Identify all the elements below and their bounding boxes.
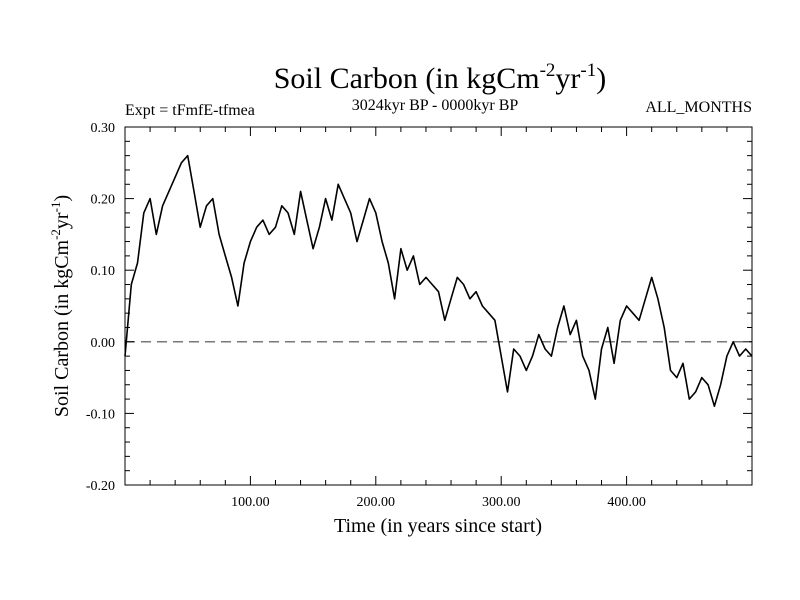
title-end: ) [596, 62, 606, 95]
y-tick-label: 0.30 [91, 121, 116, 136]
y-tick-label: 0.10 [91, 264, 116, 279]
ylabel-sup2: -1 [48, 202, 63, 213]
x-tick-label: 200.00 [357, 495, 396, 510]
ylabel-mid: yr [51, 212, 73, 229]
x-tick-label: 400.00 [607, 495, 646, 510]
ylabel-end: ) [51, 195, 73, 202]
y-tick-label: -0.20 [86, 479, 115, 494]
title-sup1: -2 [540, 60, 556, 81]
y-axis-label: Soil Carbon (in kgCm-2yr-1) [48, 195, 73, 417]
x-tick-label: 300.00 [482, 495, 521, 510]
axis-ticks: 100.00 200.00 300.00 400.00 -0.20 -0.10 0.00 0.… [86, 121, 752, 510]
series-line-soil-carbon [124, 154, 753, 408]
x-axis-label: Time (in years since start) [334, 515, 542, 537]
title-sup2: -1 [580, 60, 596, 81]
subtitle-left: Expt = tFmfE-tfmea [125, 102, 255, 119]
subtitle-center: 3024kyr BP - 0000kyr BP [352, 97, 519, 114]
title-mid: yr [555, 62, 580, 95]
x-tick-label: 100.00 [231, 495, 270, 510]
subtitle-right: ALL_MONTHS [645, 99, 752, 116]
title-main: Soil Carbon (in kgCm [274, 62, 540, 95]
chart-title: Soil Carbon (in kgCm-2yr-1) [274, 60, 607, 95]
ylabel-main: Soil Carbon (in kgCm [51, 239, 73, 417]
ylabel-sup1: -2 [48, 229, 63, 240]
y-tick-label: 0.20 [91, 193, 116, 208]
plot-frame [124, 126, 753, 486]
y-tick-label: 0.00 [91, 336, 116, 351]
y-tick-label: -0.10 [86, 407, 115, 422]
